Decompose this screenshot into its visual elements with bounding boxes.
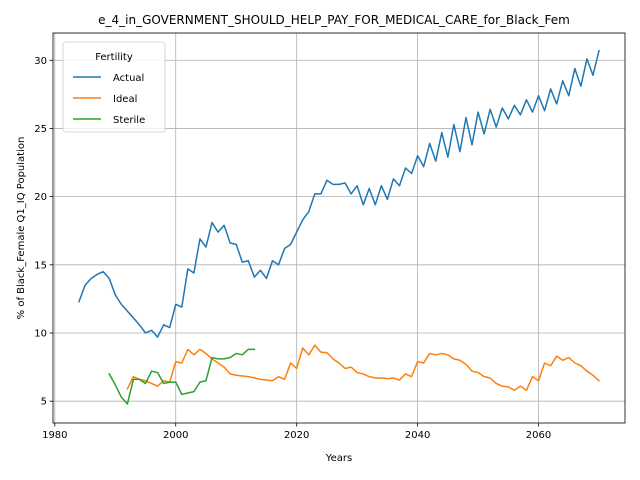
x-axis: 1980 2000 2020 2040 2060: [42, 423, 551, 441]
y-tick-label: 10: [34, 329, 47, 340]
y-tick-label: 20: [34, 192, 47, 203]
y-tick-label: 30: [34, 56, 47, 67]
y-tick-label: 25: [34, 124, 47, 135]
x-tick-label: 2040: [405, 430, 430, 441]
x-tick-label: 2060: [526, 430, 551, 441]
x-axis-label: Years: [325, 453, 352, 464]
legend-label-sterile: Sterile: [113, 115, 145, 126]
series-line-sterile: [109, 349, 254, 404]
legend-title: Fertility: [95, 52, 133, 63]
chart-title: e_4_in_GOVERNMENT_SHOULD_HELP_PAY_FOR_ME…: [98, 13, 570, 27]
legend-label-ideal: Ideal: [113, 94, 137, 105]
y-axis-label: % of Black_Female Q1_IQ Population: [16, 137, 27, 320]
x-tick-label: 1980: [42, 430, 67, 441]
legend-label-actual: Actual: [113, 73, 144, 84]
y-tick-label: 15: [34, 260, 47, 271]
x-tick-label: 2020: [284, 430, 309, 441]
series-line-ideal: [127, 345, 599, 390]
x-tick-label: 2000: [163, 430, 188, 441]
legend: Fertility Actual Ideal Sterile: [63, 42, 165, 132]
y-axis: 5 10 15 20 25 30: [34, 56, 53, 408]
y-tick-label: 5: [41, 397, 47, 408]
